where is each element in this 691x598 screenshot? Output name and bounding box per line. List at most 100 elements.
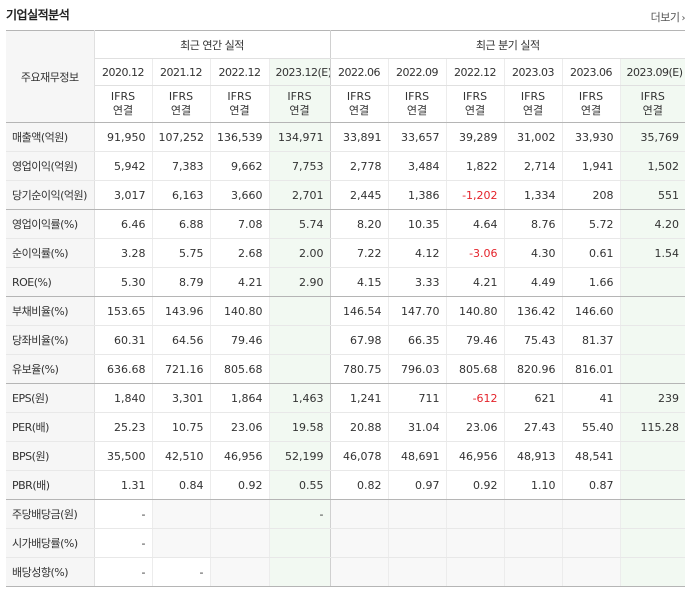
ifrs-label: IFRS	[578, 90, 604, 103]
table-row: 배당성향(%) - -	[6, 557, 686, 587]
period-header: 2022.12	[446, 58, 505, 86]
table-cell	[620, 499, 686, 529]
table-cell: 2,445	[330, 180, 389, 210]
table-cell: 64.56	[152, 325, 211, 355]
table-cell: 33,930	[562, 122, 621, 152]
table-cell: 1,941	[562, 151, 621, 181]
ifrs-header-row: IFRS 연결 IFRS 연결 IFRS 연결 IFRS 연결 IFRS 연결 IFRS 연결 IFRS…	[6, 85, 686, 123]
row-label: 당기순이익(억원)	[6, 180, 95, 210]
row-label: PER(배)	[6, 412, 95, 442]
table-cell	[330, 528, 389, 558]
ifrs-badge: IFRS 연결	[94, 85, 153, 123]
table-cell	[620, 528, 686, 558]
table-cell	[562, 557, 621, 587]
table-cell	[210, 528, 270, 558]
table-cell: 140.80	[446, 296, 505, 326]
more-link[interactable]: 더보기 ›	[650, 9, 686, 25]
table-cell: 820.96	[504, 354, 563, 384]
table-row: 유보율(%) 636.68 721.16 805.68 780.75 796.03 805.…	[6, 354, 686, 384]
table-cell	[269, 354, 331, 384]
table-cell: 4.49	[504, 267, 563, 297]
row-label: 주당배당금(원)	[6, 499, 95, 529]
row-label: 순이익률(%)	[6, 238, 95, 268]
table-cell: 91,950	[94, 122, 153, 152]
table-cell: 75.43	[504, 325, 563, 355]
table-cell: 5.75	[152, 238, 211, 268]
table-cell	[620, 470, 686, 500]
table-cell: 140.80	[210, 296, 270, 326]
table-cell: 0.61	[562, 238, 621, 268]
table-cell	[562, 499, 621, 529]
table-row: 시가배당률(%) -	[6, 528, 686, 558]
table-cell: 5.74	[269, 209, 331, 239]
ifrs-label: IFRS	[462, 90, 488, 103]
table-cell	[388, 557, 447, 587]
table-cell: 2,778	[330, 151, 389, 181]
table-cell: 60.31	[94, 325, 153, 355]
table-cell	[620, 441, 686, 471]
ifrs-badge: IFRS 연결	[562, 85, 621, 123]
table-cell	[504, 528, 563, 558]
table-cell: 146.54	[330, 296, 389, 326]
table-cell: 1.54	[620, 238, 686, 268]
table-cell: -3.06	[446, 238, 505, 268]
table-cell: 147.70	[388, 296, 447, 326]
table-cell: 42,510	[152, 441, 211, 471]
table-cell: 31.04	[388, 412, 447, 442]
table-row: 영업이익률(%) 6.46 6.88 7.08 5.74 8.20 10.35 4.64 8.7…	[6, 209, 686, 239]
table-cell: 4.21	[210, 267, 270, 297]
table-cell: 67.98	[330, 325, 389, 355]
table-cell: 46,956	[446, 441, 505, 471]
ifrs-badge: IFRS 연결	[504, 85, 563, 123]
table-cell: -612	[446, 383, 505, 413]
period-header: 2023.06	[562, 58, 621, 86]
table-cell: 3.28	[94, 238, 153, 268]
ifrs-badge: IFRS 연결	[210, 85, 270, 123]
table-cell: 1,241	[330, 383, 389, 413]
ifrs-label: IFRS	[640, 90, 665, 103]
row-label-header: 주요재무정보	[6, 30, 95, 123]
table-cell: 10.35	[388, 209, 447, 239]
table-cell: 2,701	[269, 180, 331, 210]
table-cell: 0.84	[152, 470, 211, 500]
table-cell: 136.42	[504, 296, 563, 326]
table-cell: 79.46	[446, 325, 505, 355]
table-cell: 48,913	[504, 441, 563, 471]
table-row: ROE(%) 5.30 8.79 4.21 2.90 4.15 3.33 4.21 4.49 1.…	[6, 267, 686, 297]
group-header-row: 주요재무정보 최근 연간 실적 최근 분기 실적	[6, 30, 686, 123]
period-header: 2021.12	[152, 58, 211, 86]
table-cell: 3,017	[94, 180, 153, 210]
row-label: 영업이익(억원)	[6, 151, 95, 181]
table-cell: 31,002	[504, 122, 563, 152]
table-cell: 19.58	[269, 412, 331, 442]
table-cell: 0.87	[562, 470, 621, 500]
table-cell: 35,500	[94, 441, 153, 471]
table-cell: -1,202	[446, 180, 505, 210]
table-cell: 7.08	[210, 209, 270, 239]
table-cell: -	[152, 557, 211, 587]
quarter-group-header: 최근 분기 실적	[330, 30, 686, 59]
consolidated-label: 연결	[642, 104, 663, 117]
table-row: 영업이익(억원) 5,942 7,383 9,662 7,753 2,778 3,484 1,…	[6, 151, 686, 181]
table-cell: 107,252	[152, 122, 211, 152]
ifrs-label: IFRS	[110, 90, 136, 103]
table-row: BPS(원) 35,500 42,510 46,956 52,199 46,078 48,6…	[6, 441, 686, 471]
table-cell: 0.55	[269, 470, 331, 500]
table-cell: 4.20	[620, 209, 686, 239]
table-cell: 1,463	[269, 383, 331, 413]
more-link-label[interactable]: 더보기	[650, 11, 680, 24]
period-header: 2023.09(E)	[620, 58, 686, 86]
table-cell: 134,971	[269, 122, 331, 152]
table-cell: 1.10	[504, 470, 563, 500]
table-cell: 0.82	[330, 470, 389, 500]
table-cell: 55.40	[562, 412, 621, 442]
table-cell: 8.79	[152, 267, 211, 297]
period-header-row: 2020.12 2021.12 2022.12 2023.12(E) 2022.06 20…	[6, 58, 686, 86]
consolidated-label: 연결	[112, 104, 134, 117]
table-cell: 79.46	[210, 325, 270, 355]
table-cell: 208	[562, 180, 621, 210]
ifrs-badge: IFRS 연결	[152, 85, 211, 123]
table-cell: 1.31	[94, 470, 153, 500]
table-cell: 6.88	[152, 209, 211, 239]
table-cell	[620, 325, 686, 355]
